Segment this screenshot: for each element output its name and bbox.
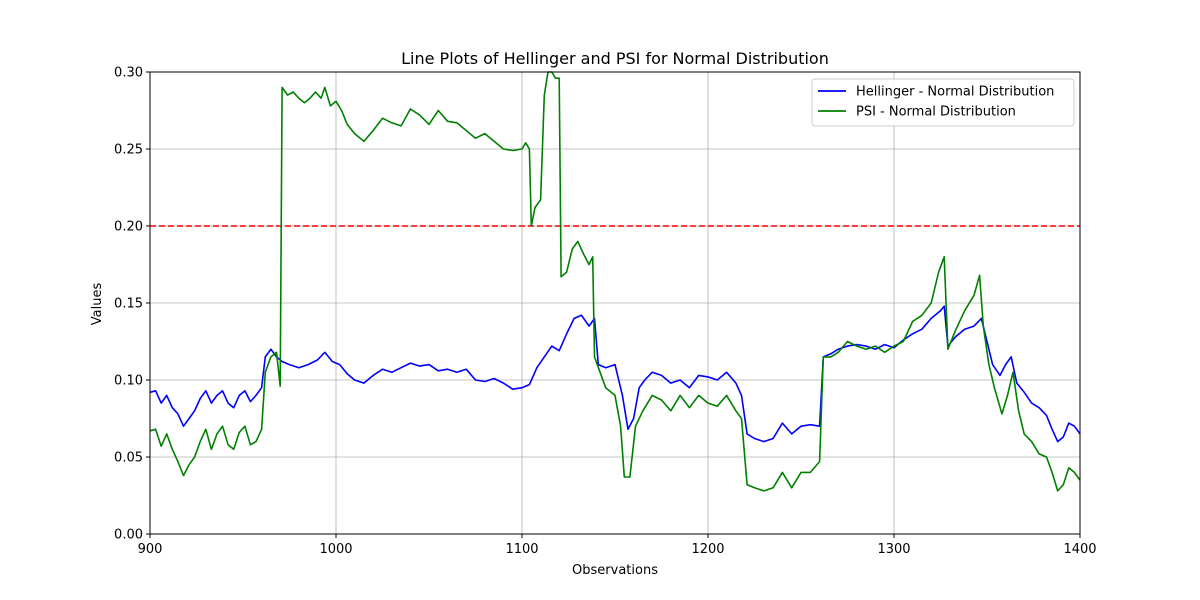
legend-label: PSI - Normal Distribution [856, 105, 1016, 120]
chart-title: Line Plots of Hellinger and PSI for Norm… [401, 49, 829, 68]
x-tick-label: 1200 [691, 542, 724, 557]
y-axis-label: Values [90, 283, 105, 326]
y-tick-label: 0.20 [114, 220, 143, 235]
y-tick-label: 0.10 [114, 374, 143, 389]
grid-lines [149, 71, 1081, 535]
y-tick-label: 0.15 [114, 297, 143, 312]
legend: Hellinger - Normal Distribution PSI - Nor… [811, 78, 1075, 127]
series-line-psi [149, 71, 1081, 492]
legend-label: Hellinger - Normal Distribution [856, 85, 1054, 100]
y-tick-label: 0.05 [114, 451, 143, 466]
y-tick-label: 0.25 [114, 143, 143, 158]
series-line-hellinger [149, 305, 1081, 443]
x-axis-label: Observations [572, 563, 658, 578]
x-tick-label: 1000 [319, 542, 352, 557]
y-axis-ticks: 0.00 0.05 0.10 0.15 0.20 0.25 0.30 [114, 66, 150, 543]
series-layer [149, 71, 1081, 492]
x-tick-label: 900 [138, 542, 163, 557]
x-tick-label: 1300 [877, 542, 910, 557]
legend-box [811, 78, 1075, 127]
y-tick-label: 0.00 [114, 528, 143, 543]
x-tick-label: 1100 [505, 542, 538, 557]
y-tick-label: 0.30 [114, 66, 143, 81]
x-tick-label: 1400 [1063, 542, 1096, 557]
x-axis-ticks: 900 1000 1100 1200 1300 1400 [138, 534, 1097, 557]
